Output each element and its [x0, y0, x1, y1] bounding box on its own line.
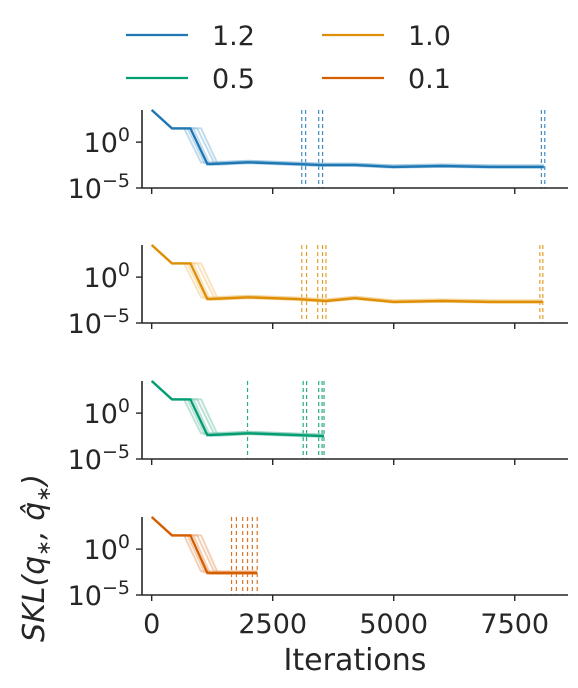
y-tick-label: 10−5 [68, 441, 130, 476]
y-axis-label-part: SKL( [17, 574, 52, 642]
y-tick-label: 10−5 [68, 170, 130, 205]
run-line [151, 244, 543, 302]
y-axis-label-part: ∗ [33, 540, 55, 556]
y-tick-label: 10−5 [68, 577, 130, 612]
panel-0-1: 100 10−5 [68, 516, 568, 612]
panel-1-0: 100 10−5 [68, 244, 568, 340]
x-axis: 0 2500 5000 7500 [143, 609, 549, 640]
panel-1-2: 100 10−5 [68, 109, 568, 205]
legend-label: 0.5 [212, 64, 255, 95]
legend-label: 1.2 [212, 21, 255, 52]
run-line [151, 109, 544, 167]
series-line [150, 380, 325, 438]
y-tick-label: 100 [84, 395, 130, 430]
x-tick-label: 5000 [359, 609, 428, 640]
x-tick-label: 7500 [480, 609, 549, 640]
run-line [151, 380, 325, 436]
y-tick-label: 100 [84, 124, 130, 159]
panels: 100 10−5 100 10−5 100 10−5 100 10−5 [68, 109, 568, 612]
legend-label: 0.1 [408, 64, 451, 95]
series-line [150, 516, 258, 575]
y-tick-label: 100 [84, 531, 130, 566]
y-tick-label: 10−5 [68, 305, 130, 340]
run-line [151, 380, 325, 438]
legend: 1.2 1.0 0.5 0.1 [126, 21, 451, 95]
panel-0-5: 100 10−5 [68, 380, 568, 476]
run-line [151, 380, 325, 437]
series-line [150, 109, 544, 169]
y-axis-label-part: , [17, 521, 52, 540]
y-tick-label: 100 [84, 259, 130, 294]
y-axis-label-part: ) [17, 474, 52, 488]
x-tick-label: 0 [143, 609, 160, 640]
y-axis-label: SKL(q∗, q̂∗) [17, 474, 55, 642]
run-line [151, 244, 543, 303]
x-tick-label: 2500 [238, 609, 307, 640]
run-line [151, 244, 543, 304]
run-line [151, 109, 544, 169]
run-line [151, 380, 325, 438]
run-line [151, 380, 325, 436]
y-axis-label-part: q̂ [17, 502, 52, 521]
run-line [151, 244, 543, 304]
y-axis-label-part: q [17, 556, 52, 575]
run-line [151, 109, 544, 169]
y-axis-label-part: ∗ [33, 486, 55, 502]
series-line [150, 244, 543, 304]
legend-label: 1.0 [408, 21, 451, 52]
x-axis-label: Iterations [284, 643, 427, 678]
